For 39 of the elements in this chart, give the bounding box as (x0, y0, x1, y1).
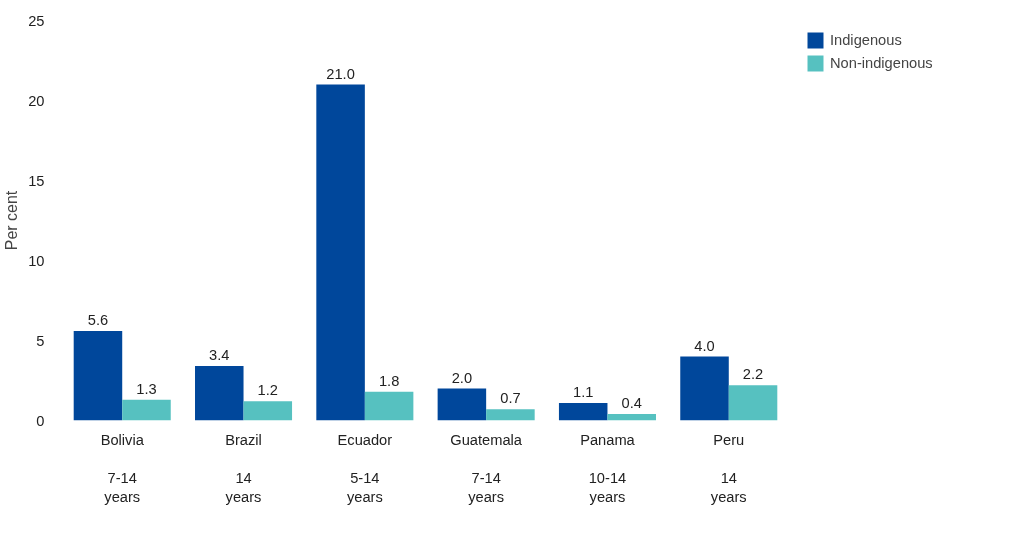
category-label: Panama 10-14 years (580, 431, 635, 506)
y-tick-label: 5 (36, 332, 45, 349)
bar (73, 330, 123, 421)
data-label: 4.0 (694, 337, 715, 354)
legend-label: Non-indigenous (830, 55, 933, 71)
data-label: 5.6 (87, 311, 109, 328)
bar (316, 84, 365, 421)
data-label: 1.1 (573, 383, 594, 400)
category-label: Ecuador 5-14 years (337, 431, 393, 506)
bar (195, 366, 244, 421)
y-tick-label: 20 (28, 92, 45, 109)
category-label: Brazil 14 years (225, 431, 262, 506)
y-tick-label: 0 (36, 412, 45, 429)
bar (607, 414, 656, 421)
bar (486, 409, 535, 421)
bar (680, 356, 729, 421)
data-label: 1.3 (136, 380, 157, 397)
data-label: 0.7 (500, 390, 521, 407)
bar (364, 391, 414, 421)
y-tick-label: 15 (28, 172, 45, 189)
bar (728, 385, 778, 421)
category-label: Guatemala 7-14 years (450, 431, 523, 506)
bar (243, 401, 293, 421)
bar (558, 402, 608, 421)
data-label: 2.0 (451, 369, 473, 386)
legend-label: Indigenous (830, 32, 902, 48)
data-label: 2.2 (742, 366, 764, 383)
data-label: 1.2 (257, 382, 278, 399)
data-label: 3.4 (209, 347, 230, 364)
y-tick-label: 10 (28, 252, 45, 269)
data-label: 1.8 (378, 372, 400, 389)
data-label: 0.4 (621, 395, 642, 412)
bar (437, 388, 487, 421)
data-label: 21.0 (326, 65, 355, 82)
category-label: Bolivia 7-14 years (100, 431, 144, 506)
category-label: Peru 14 years (710, 431, 747, 506)
bar (122, 399, 171, 421)
y-tick-label: 25 (28, 12, 45, 29)
y-axis-title: Per cent (3, 190, 21, 251)
